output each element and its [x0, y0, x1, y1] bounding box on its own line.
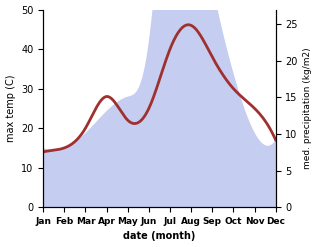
- X-axis label: date (month): date (month): [123, 231, 196, 242]
- Y-axis label: max temp (C): max temp (C): [5, 75, 16, 142]
- Y-axis label: med. precipitation (kg/m2): med. precipitation (kg/m2): [303, 48, 313, 169]
